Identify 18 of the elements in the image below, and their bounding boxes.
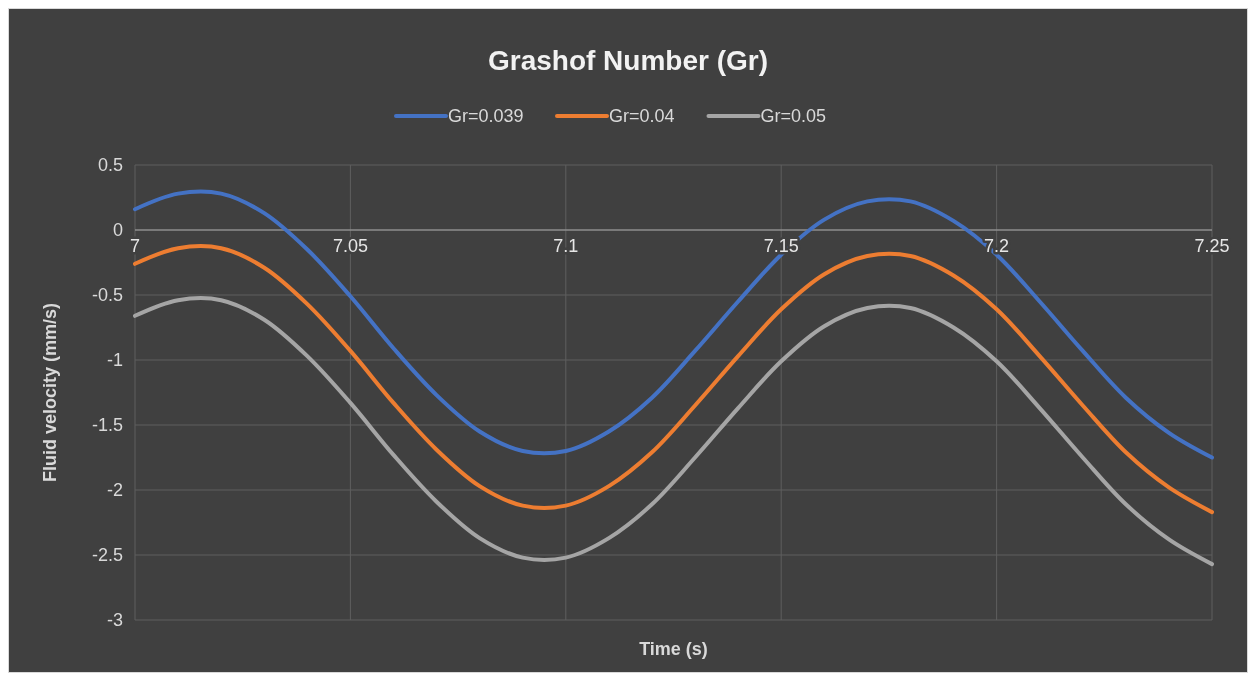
legend-label: Gr=0.05 [760,106,827,126]
legend-label: Gr=0.039 [448,106,524,126]
x-tick-label: 7.25 [1194,236,1230,256]
x-tick-label: 7 [129,236,141,256]
x-axis-title: Time (s) [639,639,708,659]
y-tick-label: -2 [106,480,123,500]
x-tick-label: 7.05 [332,236,368,256]
legend-label: Gr=0.04 [609,106,675,126]
chart-title: Grashof Number (Gr) [487,45,769,76]
y-tick-label: -1.5 [91,415,123,435]
y-tick-label: -2.5 [91,545,123,565]
y-axis-title: Fluid velocity (mm/s) [40,302,60,483]
y-tick-label: -0.5 [91,285,123,305]
y-tick-label: 0.5 [97,155,123,175]
y-tick-label: 0 [112,220,123,240]
y-tick-label: -3 [106,610,123,630]
y-tick-label: -1 [106,350,123,370]
x-tick-label: 7.1 [553,236,579,256]
